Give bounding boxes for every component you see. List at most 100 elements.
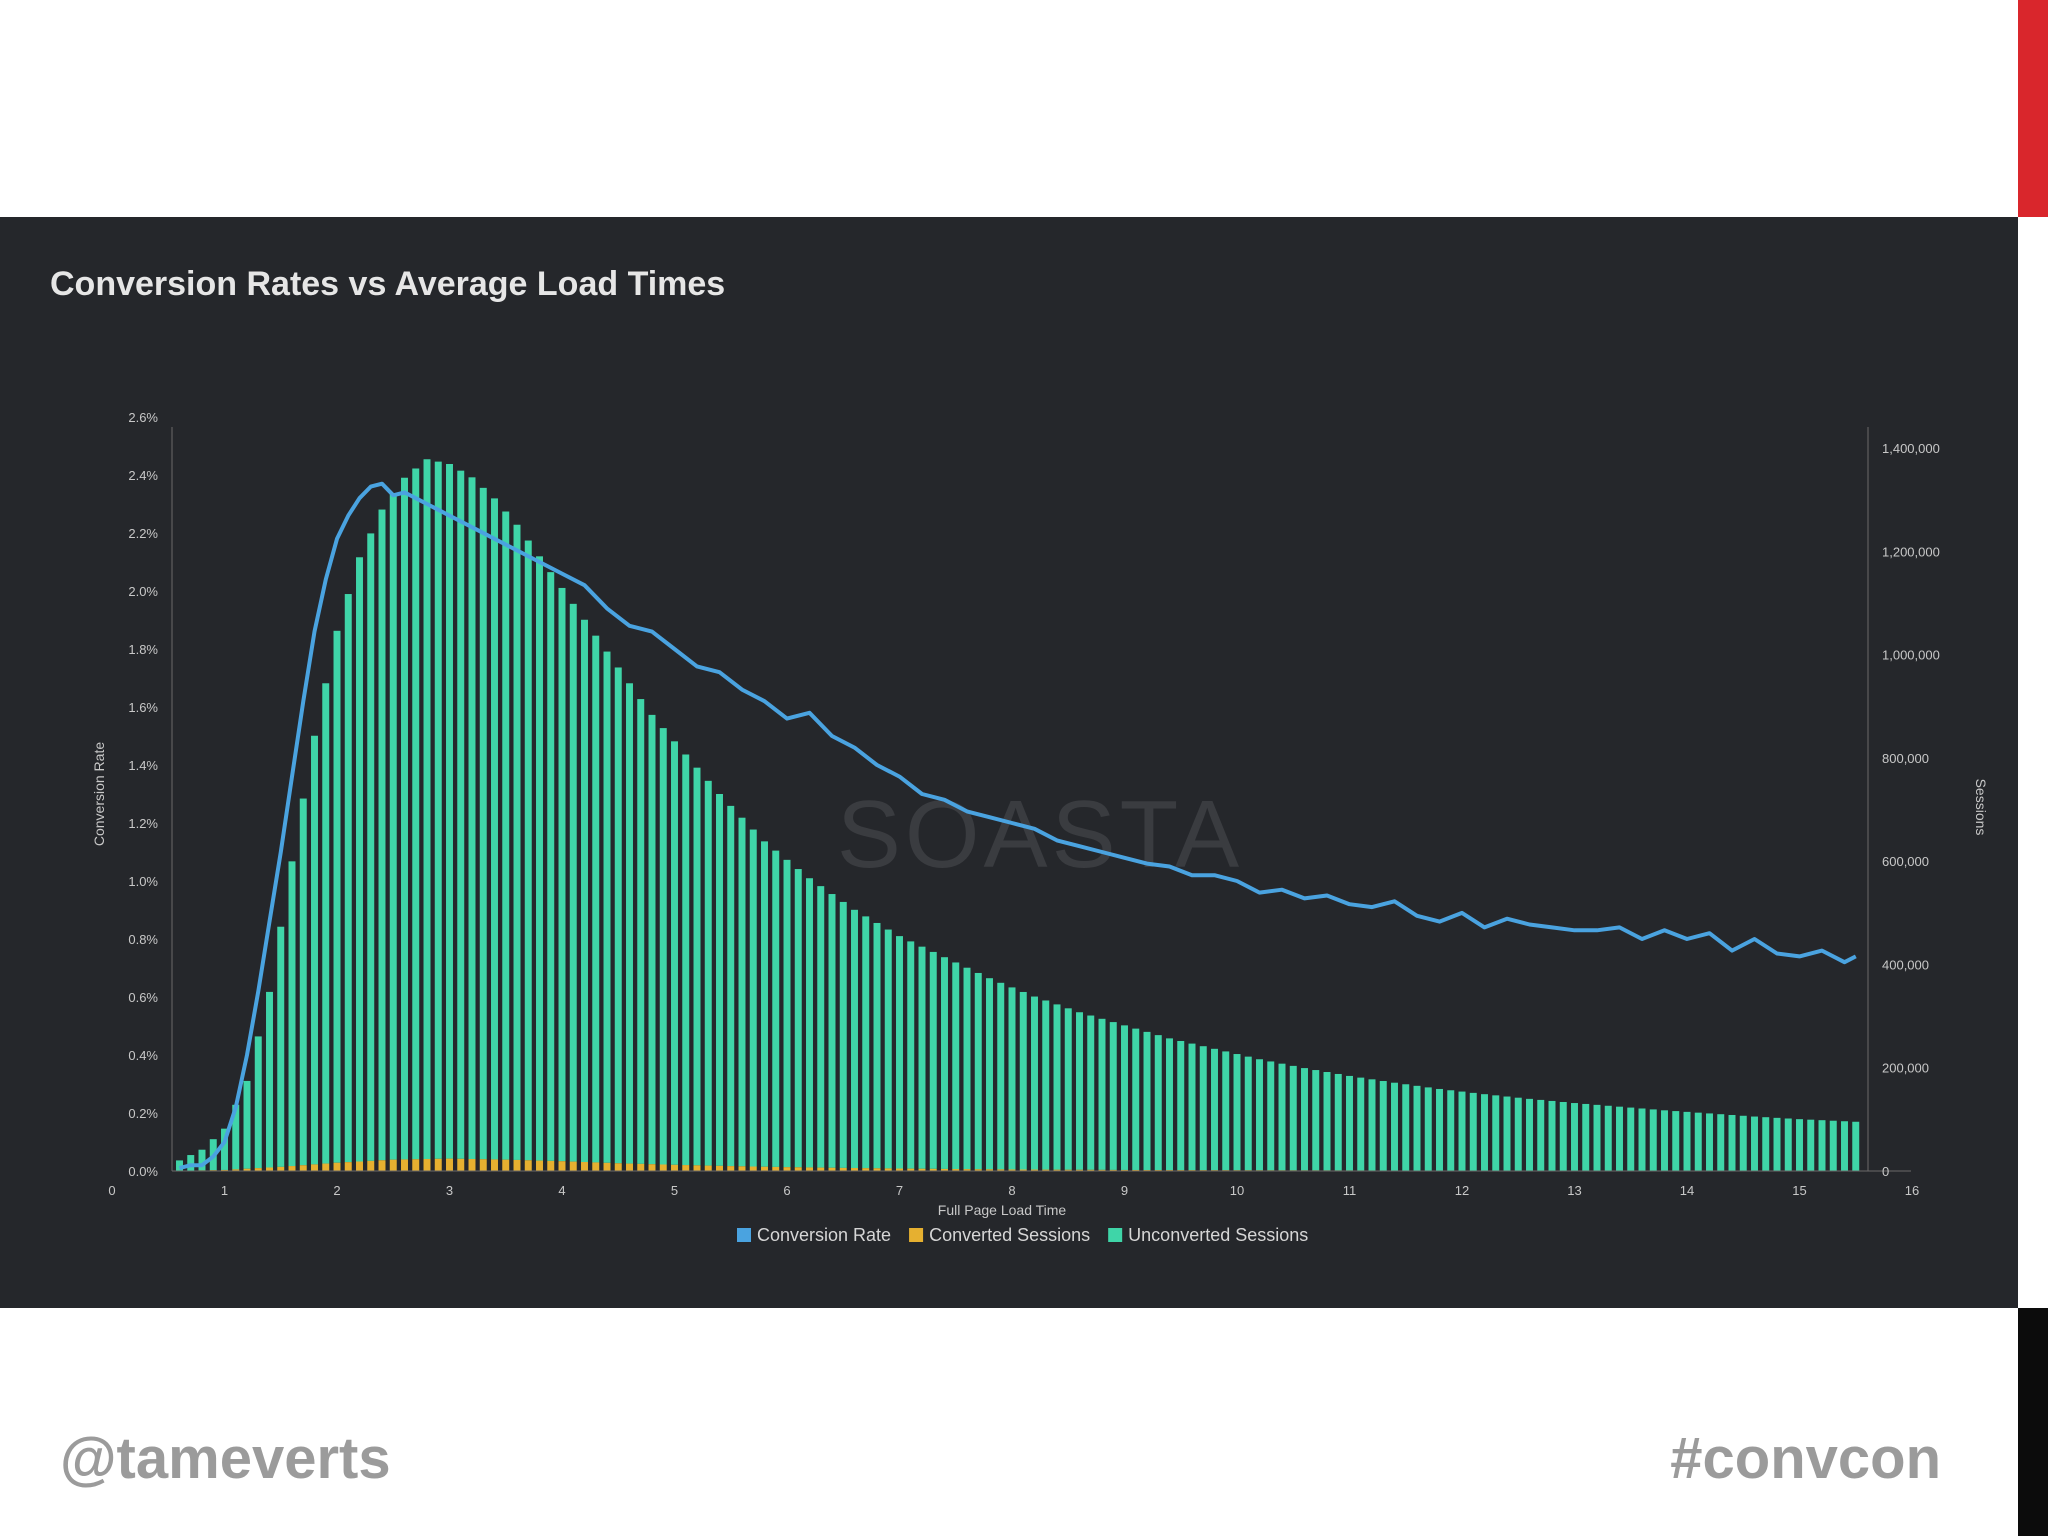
- unconverted-bar: [1301, 1068, 1308, 1171]
- converted-bar: [952, 1169, 960, 1171]
- unconverted-bar: [884, 929, 892, 1169]
- unconverted-bar: [1627, 1107, 1635, 1171]
- unconverted-bar: [322, 683, 330, 1164]
- y-right-tick-label: 600,000: [1882, 854, 1929, 869]
- converted-bar: [1064, 1169, 1072, 1171]
- unconverted-bar: [1087, 1015, 1095, 1170]
- unconverted-bar: [1121, 1025, 1128, 1170]
- converted-bar: [817, 1167, 825, 1171]
- unconverted-bar: [806, 878, 813, 1168]
- unconverted-bar: [547, 572, 555, 1161]
- unconverted-bar: [491, 498, 498, 1160]
- unconverted-bar: [412, 468, 420, 1160]
- converted-bar: [963, 1169, 971, 1171]
- y-right-axis-label: Sessions: [1973, 779, 1989, 836]
- unconverted-bar: [1829, 1120, 1837, 1171]
- unconverted-bar: [1638, 1108, 1646, 1171]
- unconverted-bar: [986, 978, 993, 1170]
- unconverted-bar: [502, 511, 510, 1160]
- unconverted-bar: [401, 477, 408, 1160]
- converted-bar: [783, 1167, 791, 1171]
- converted-bar: [581, 1162, 588, 1171]
- converted-bar: [468, 1159, 476, 1171]
- converted-bar: [907, 1168, 915, 1171]
- unconverted-bar: [1256, 1059, 1263, 1171]
- red-accent-bar: [2018, 0, 2048, 217]
- legend-label: Conversion Rate: [757, 1225, 891, 1245]
- converted-bar: [1087, 1169, 1095, 1171]
- y-right-tick-label: 1,200,000: [1882, 544, 1940, 559]
- unconverted-bar: [1402, 1084, 1410, 1171]
- unconverted-bar: [794, 869, 802, 1168]
- converted-bar: [378, 1160, 386, 1171]
- converted-bar: [1121, 1169, 1128, 1171]
- unconverted-bar: [243, 1080, 251, 1169]
- converted-bar: [569, 1161, 577, 1171]
- unconverted-bar: [1019, 991, 1027, 1170]
- converted-bar: [873, 1168, 881, 1171]
- y-right-tick-label: 400,000: [1882, 957, 1929, 972]
- x-tick-label: 2: [333, 1183, 340, 1198]
- unconverted-bar: [1852, 1121, 1860, 1171]
- converted-bar: [356, 1161, 363, 1171]
- unconverted-bar: [333, 630, 341, 1163]
- y-left-tick-label: 0.2%: [128, 1106, 158, 1121]
- converted-bar: [524, 1160, 532, 1171]
- unconverted-bar: [671, 741, 678, 1165]
- unconverted-bar: [266, 991, 273, 1168]
- unconverted-bar: [1469, 1092, 1477, 1171]
- unconverted-bar: [1481, 1094, 1488, 1171]
- x-axis-label: Full Page Load Time: [938, 1202, 1067, 1218]
- y-right-tick-label: 0: [1882, 1164, 1889, 1179]
- converted-bar: [592, 1162, 600, 1171]
- converted-bar: [254, 1168, 262, 1171]
- unconverted-bar: [648, 714, 656, 1165]
- unconverted-bar: [1109, 1022, 1117, 1170]
- chart-svg: SOASTA 0 1 2 3 4 5 6 7 8 9 10 11 12 13 14 15 160.0%0.2%0…: [91, 410, 1989, 1245]
- line-group: [179, 481, 1857, 1171]
- unconverted-bar: [896, 936, 903, 1169]
- converted-bar: [974, 1169, 982, 1171]
- unconverted-bar: [1132, 1028, 1140, 1170]
- unconverted-bar: [423, 459, 431, 1160]
- unconverted-bar: [1177, 1040, 1185, 1171]
- y-left-tick-label: 1.6%: [128, 700, 158, 715]
- y-left-tick-label: 2.6%: [128, 410, 158, 425]
- y-left-tick-label: 0.8%: [128, 932, 158, 947]
- converted-bar: [1042, 1169, 1050, 1171]
- unconverted-bar: [873, 922, 881, 1169]
- converted-bar: [918, 1168, 926, 1171]
- unconverted-bar: [434, 461, 442, 1159]
- converted-bar: [299, 1165, 307, 1171]
- converted-bar: [772, 1166, 780, 1171]
- unconverted-bar: [603, 651, 611, 1163]
- unconverted-bar: [1053, 1004, 1061, 1170]
- unconverted-bar: [1222, 1051, 1230, 1171]
- y-right-tick-label: 1,000,000: [1882, 648, 1940, 663]
- unconverted-bar: [862, 916, 870, 1169]
- x-tick-label: 8: [1008, 1183, 1015, 1198]
- legend-label: Converted Sessions: [929, 1225, 1090, 1245]
- converted-bar: [1031, 1169, 1038, 1171]
- unconverted-bar: [1211, 1048, 1218, 1171]
- converted-bar: [311, 1164, 318, 1171]
- converted-bar: [727, 1166, 735, 1171]
- unconverted-bar: [1661, 1110, 1668, 1171]
- unconverted-bar: [1728, 1114, 1736, 1171]
- unconverted-bar: [1559, 1101, 1567, 1171]
- y-left-tick-label: 2.4%: [128, 468, 158, 483]
- unconverted-bar: [941, 957, 948, 1169]
- unconverted-bar: [176, 1160, 183, 1171]
- unconverted-bar: [1717, 1114, 1725, 1171]
- y-left-tick-label: 2.0%: [128, 584, 158, 599]
- unconverted-bar: [1379, 1081, 1387, 1171]
- unconverted-bar: [963, 967, 971, 1170]
- converted-bar: [479, 1159, 487, 1171]
- unconverted-bar: [1492, 1095, 1500, 1171]
- converted-bar: [536, 1160, 543, 1171]
- converted-bar: [412, 1159, 420, 1171]
- unconverted-bar: [457, 470, 465, 1159]
- unconverted-bar: [1031, 996, 1038, 1170]
- converted-bar: [986, 1169, 993, 1171]
- unconverted-bar: [1571, 1103, 1578, 1171]
